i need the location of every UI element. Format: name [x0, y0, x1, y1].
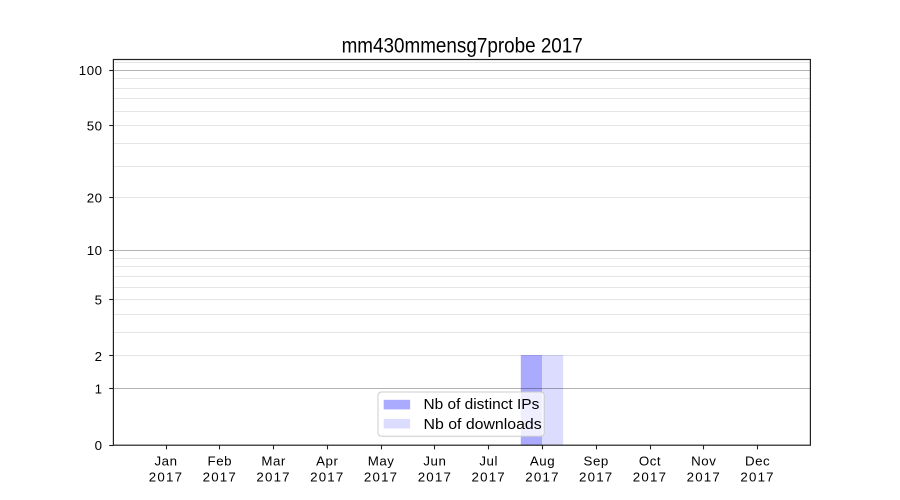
svg-text:1: 1	[95, 382, 103, 397]
svg-text:Jan: Jan	[154, 454, 177, 469]
svg-text:2017: 2017	[310, 470, 344, 485]
svg-text:Nb of distinct IPs: Nb of distinct IPs	[424, 397, 540, 413]
svg-text:Dec: Dec	[745, 454, 770, 469]
svg-text:20: 20	[87, 191, 103, 206]
svg-text:2017: 2017	[740, 470, 774, 485]
svg-text:Jun: Jun	[423, 454, 446, 469]
svg-text:2017: 2017	[525, 470, 559, 485]
svg-text:Nb of downloads: Nb of downloads	[424, 417, 542, 433]
svg-text:2017: 2017	[149, 470, 183, 485]
svg-text:2017: 2017	[687, 470, 721, 485]
svg-text:2: 2	[95, 349, 103, 364]
svg-text:2017: 2017	[203, 470, 237, 485]
svg-text:Mar: Mar	[261, 454, 286, 469]
svg-text:Oct: Oct	[639, 454, 661, 469]
svg-text:2017: 2017	[579, 470, 613, 485]
svg-text:Aug: Aug	[530, 454, 555, 469]
svg-text:2017: 2017	[256, 470, 290, 485]
svg-text:Apr: Apr	[316, 454, 338, 469]
svg-text:Jul: Jul	[479, 454, 498, 469]
svg-text:0: 0	[95, 438, 103, 453]
svg-text:5: 5	[95, 292, 103, 307]
svg-text:2017: 2017	[472, 470, 506, 485]
svg-text:mm430mmensg7probe 2017: mm430mmensg7probe 2017	[342, 33, 583, 58]
svg-text:May: May	[368, 454, 395, 469]
svg-text:Feb: Feb	[208, 454, 233, 469]
svg-text:100: 100	[79, 63, 103, 78]
svg-text:2017: 2017	[418, 470, 452, 485]
svg-text:2017: 2017	[364, 470, 398, 485]
svg-text:Nov: Nov	[691, 454, 716, 469]
svg-text:2017: 2017	[633, 470, 667, 485]
svg-text:50: 50	[87, 119, 103, 134]
svg-text:10: 10	[87, 243, 103, 258]
svg-text:Sep: Sep	[584, 454, 609, 469]
